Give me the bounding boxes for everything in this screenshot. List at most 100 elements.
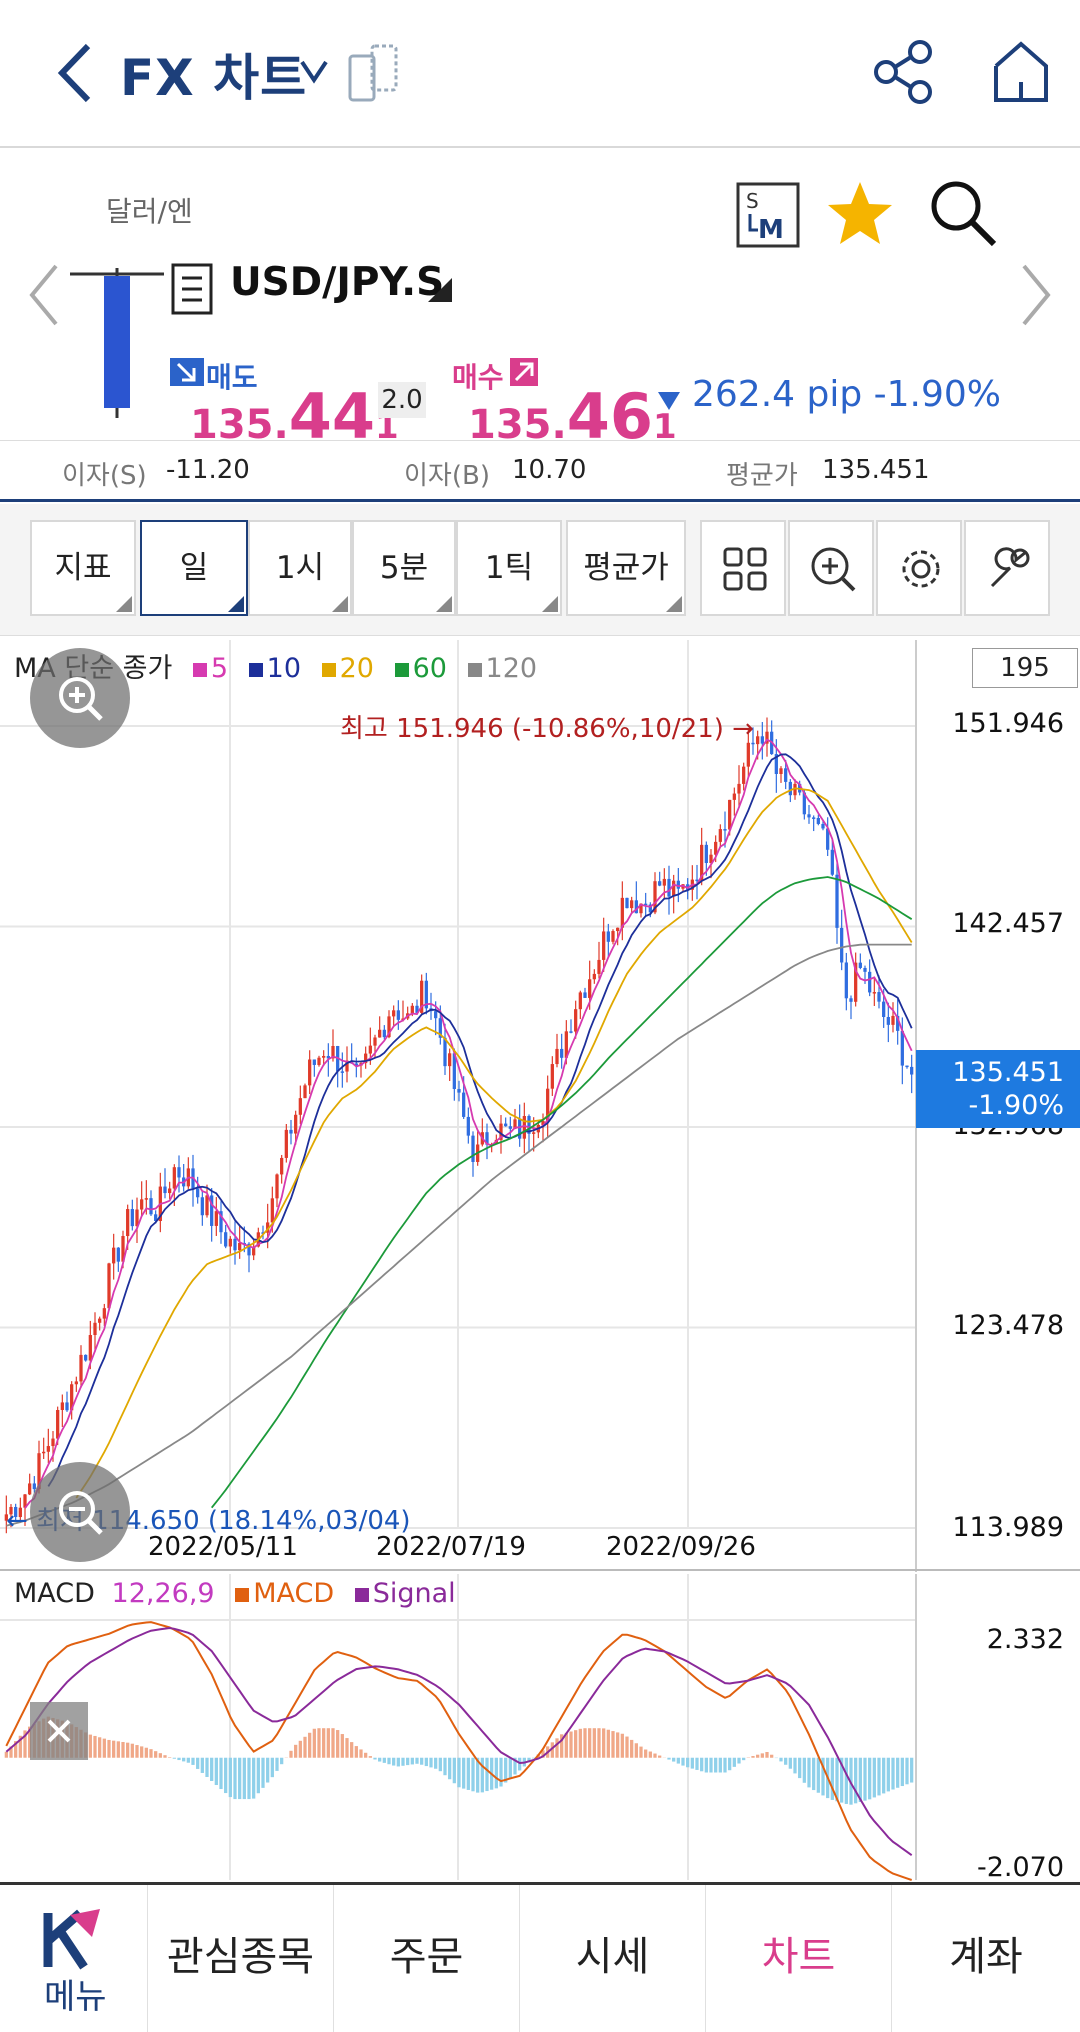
candle-body [102,1308,106,1319]
candle-body [116,1247,120,1262]
price-chart[interactable] [0,638,1080,1572]
candle-body [364,1053,368,1064]
zoom-out-button[interactable] [30,1462,130,1562]
candle-body [205,1195,209,1216]
candle-body [98,1318,102,1323]
candle-body [807,814,811,818]
ma20-legend: 20 [339,653,374,684]
candle-body [23,1494,27,1508]
share-icon[interactable] [872,38,936,106]
candle-body [60,1402,64,1410]
avg-price-label: 평균가 [726,461,798,491]
search-icon[interactable] [928,178,998,248]
avg-price-button[interactable]: 평균가 [566,520,686,616]
candle-body [732,793,736,800]
candle-body [4,1514,8,1521]
tools-button[interactable] [964,520,1050,616]
device-rotate-icon[interactable] [346,40,402,106]
candle-body [751,742,755,745]
period-1tick-button[interactable]: 1틱 [456,520,562,616]
candle-body [345,1060,349,1072]
candle-body [863,967,867,972]
x-tick-label: 2022/05/11 [148,1532,298,1562]
macd-title: MACD [14,1578,95,1609]
nav-watchlist[interactable]: 관심종목 [148,1885,334,2032]
settings-button[interactable] [876,520,962,616]
document-icon[interactable] [170,262,214,316]
candle-body [606,931,610,942]
candle-body [882,1001,886,1017]
nav-account[interactable]: 계좌 [949,1934,1023,1980]
dropdown-triangle-icon[interactable] [426,276,454,304]
y-tick-label: 142.457 [952,908,1064,939]
candle-body [84,1354,88,1361]
candle-body [816,817,820,824]
star-icon[interactable] [826,180,894,248]
ma10-legend: 10 [266,653,302,684]
candle-body [168,1188,172,1194]
visible-count-box[interactable]: 195 [972,648,1078,688]
close-indicator-button[interactable] [30,1702,88,1760]
y-tick-label: 2.332 [986,1624,1064,1655]
candle-body [676,880,680,889]
candle-body [527,1116,531,1134]
nav-order[interactable]: 주문 [334,1885,520,2032]
last-pct: -1.90% [968,1090,1064,1121]
prev-instrument-icon[interactable] [26,262,60,328]
layout-grid-button[interactable] [700,520,786,616]
avg-price-value: 135.451 [822,455,930,485]
candle-body [340,1071,344,1073]
period-5m-button[interactable]: 5분 [352,520,456,616]
candle-body [438,1018,442,1038]
candle-body [219,1211,223,1233]
period-day-button[interactable]: 일 [140,520,248,616]
candle-body [331,1045,335,1059]
candle-body [228,1238,232,1247]
macd-legend: MACD 12,26,9 MACD Signal [14,1578,456,1609]
back-arrow-icon[interactable] [52,40,98,106]
candle-body [639,903,643,914]
candle-body [718,829,722,842]
zoom-out-icon [59,1491,103,1535]
period-1h-button[interactable]: 1시 [248,520,352,616]
candle-body [368,1045,372,1054]
zoom-button[interactable] [788,520,874,616]
buy-arrow-icon [510,358,538,386]
candle-body [32,1483,36,1490]
indicator-button[interactable]: 지표 [30,520,136,616]
nav-chart[interactable]: 차트 [706,1885,892,2032]
candle-body [466,1116,470,1136]
candle-body [868,971,872,993]
candle-body [550,1064,554,1089]
menu-button[interactable]: 메뉴 [0,1885,148,2032]
macd-chart[interactable] [0,1572,1080,1882]
candle-body [93,1322,97,1336]
candle-body [452,1053,456,1090]
candle-body [900,1030,904,1066]
candle-body [382,1029,386,1038]
zoom-in-button[interactable] [30,648,130,748]
candle-body [238,1242,242,1251]
chevron-down-icon[interactable] [296,52,332,88]
candle-body [37,1453,41,1490]
candle-body [695,879,699,882]
x-tick-label: 2022/09/26 [606,1532,756,1562]
candle-body [788,781,792,796]
candle-body [326,1055,330,1059]
y-tick-label: 123.478 [952,1310,1064,1341]
sm-order-icon[interactable]: SM [736,182,800,248]
home-icon[interactable] [992,40,1050,104]
y-tick-label: 151.946 [952,708,1064,739]
candle-body [854,962,858,1002]
nav-quotes[interactable]: 시세 [520,1885,706,2032]
candle-body [280,1157,284,1175]
spread-value: 2.0 [378,382,426,418]
zoom-in-icon [811,547,856,592]
page-title[interactable]: FX 차트 [120,49,308,107]
instrument-symbol[interactable]: USD/JPY.S [230,260,445,305]
candle-body [130,1209,134,1227]
candle-body [154,1214,158,1221]
candle-body [70,1384,74,1411]
sell-arrow-icon [170,358,204,386]
next-instrument-icon[interactable] [1020,262,1054,328]
